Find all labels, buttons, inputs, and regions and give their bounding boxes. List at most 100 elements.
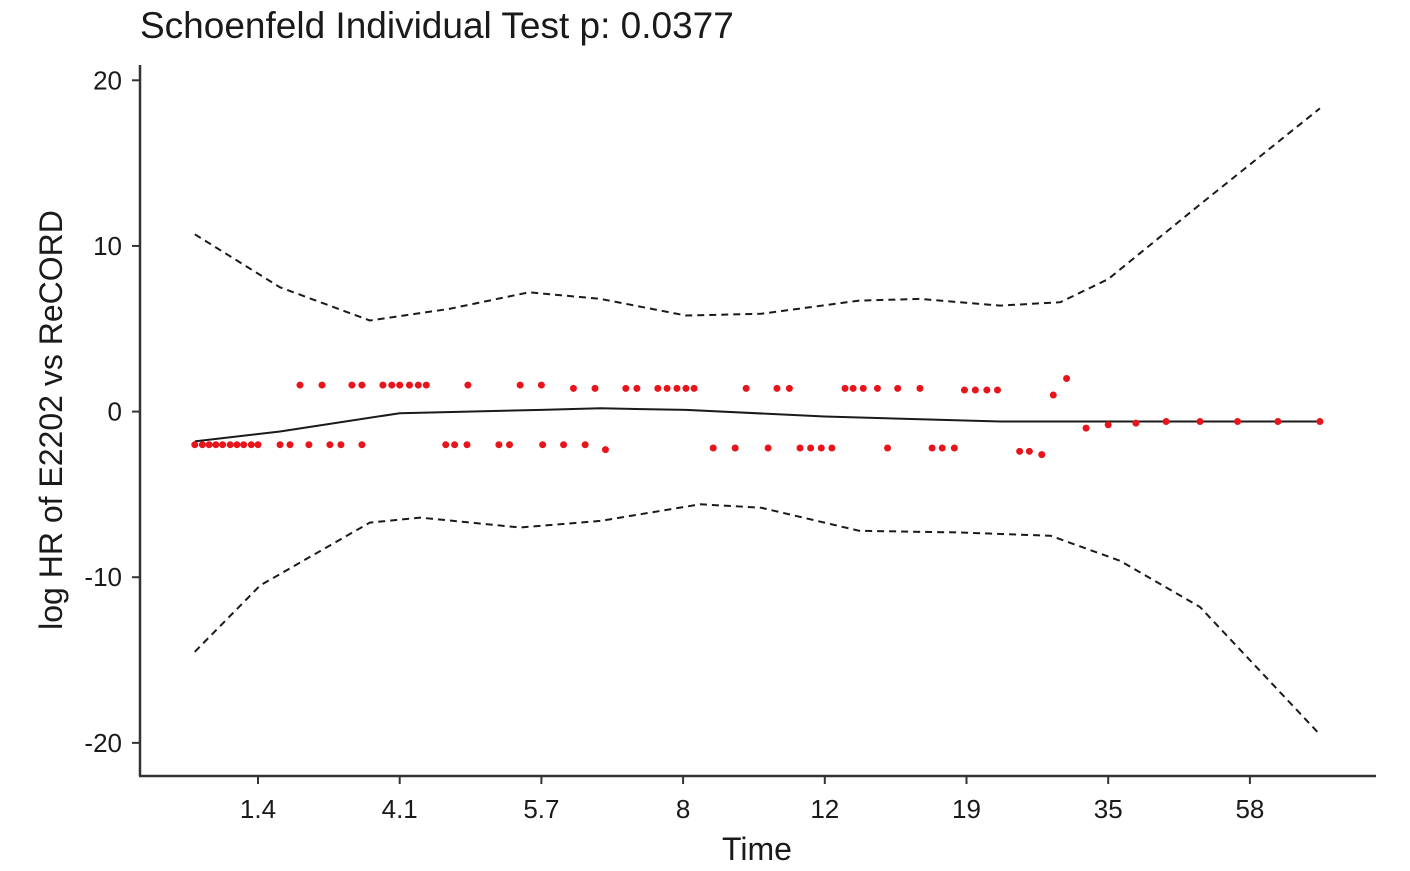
y-tick-label: 10: [93, 231, 122, 261]
residual-point: [873, 384, 881, 392]
confidence-band: [194, 503, 1321, 736]
residual-point: [1025, 447, 1033, 455]
fit-line: [194, 407, 1320, 443]
residual-point: [326, 441, 334, 449]
residual-point: [622, 384, 630, 392]
residual-point: [894, 384, 902, 392]
residual-point: [983, 386, 991, 394]
residual-point: [1316, 418, 1324, 426]
residual-point: [506, 441, 514, 449]
residual-point: [233, 441, 241, 449]
residual-point: [960, 386, 968, 394]
residual-point: [1038, 451, 1046, 459]
residual-point: [673, 384, 681, 392]
residual-point: [581, 441, 589, 449]
y-axis-label: log HR of E2202 vs ReCORD: [33, 210, 69, 630]
residual-point: [405, 381, 413, 389]
residual-point: [1132, 419, 1140, 427]
residual-point: [916, 384, 924, 392]
residual-point: [807, 444, 815, 452]
residual-point: [305, 441, 313, 449]
residual-point: [601, 446, 609, 454]
y-tick-label: 20: [93, 65, 122, 95]
y-tick-label: -20: [84, 728, 122, 758]
residual-point: [414, 381, 422, 389]
residual-point: [286, 441, 294, 449]
residual-point: [569, 384, 577, 392]
residual-point: [537, 381, 545, 389]
residual-point: [785, 384, 793, 392]
residual-point: [358, 381, 366, 389]
residual-point: [849, 384, 857, 392]
residual-point: [1104, 421, 1112, 429]
residual-point: [1196, 418, 1204, 426]
residual-point: [817, 444, 825, 452]
residual-point: [950, 444, 958, 452]
x-tick-label: 5.7: [523, 794, 559, 824]
residual-point: [841, 384, 849, 392]
residual-point: [379, 381, 387, 389]
residual-point: [773, 384, 781, 392]
residual-point: [539, 441, 547, 449]
residual-point: [198, 441, 206, 449]
residual-point: [276, 441, 284, 449]
residual-point: [396, 381, 404, 389]
residual-point: [318, 381, 326, 389]
residual-point: [884, 444, 892, 452]
residual-point: [442, 441, 450, 449]
residual-point: [742, 384, 750, 392]
residual-point: [682, 384, 690, 392]
residual-point: [1016, 447, 1024, 455]
residual-point: [388, 381, 396, 389]
residual-point: [464, 381, 472, 389]
residual-point: [591, 384, 599, 392]
x-tick-label: 8: [676, 794, 690, 824]
residual-point: [337, 441, 345, 449]
residual-point: [731, 444, 739, 452]
residual-point: [993, 386, 1001, 394]
residual-point: [654, 384, 662, 392]
x-tick-label: 35: [1094, 794, 1123, 824]
residual-point: [709, 444, 717, 452]
residual-point: [212, 441, 220, 449]
residual-point: [971, 386, 979, 394]
confidence-band: [194, 107, 1321, 322]
residual-point: [451, 441, 459, 449]
residual-point: [348, 381, 356, 389]
x-tick-label: 12: [810, 794, 839, 824]
residual-point: [690, 384, 698, 392]
residual-point: [205, 441, 213, 449]
residual-point: [1234, 418, 1242, 426]
residual-point: [663, 384, 671, 392]
residual-point: [191, 441, 199, 449]
residual-point: [254, 441, 262, 449]
residual-point: [1162, 418, 1170, 426]
residual-point: [219, 441, 227, 449]
residual-point: [560, 441, 568, 449]
residual-point: [828, 444, 836, 452]
residual-point: [516, 381, 524, 389]
x-tick-label: 58: [1235, 794, 1264, 824]
x-tick-label: 4.1: [382, 794, 418, 824]
residual-point: [764, 444, 772, 452]
residual-point: [247, 441, 255, 449]
residual-point: [1063, 374, 1071, 382]
residual-point: [859, 384, 867, 392]
y-tick-label: -10: [84, 562, 122, 592]
residual-point: [928, 444, 936, 452]
residual-point: [633, 384, 641, 392]
y-tick-label: 0: [108, 397, 122, 427]
residual-point: [296, 381, 304, 389]
residual-point: [358, 441, 366, 449]
x-tick-label: 19: [952, 794, 981, 824]
residual-point: [1049, 391, 1057, 399]
chart-title: Schoenfeld Individual Test p: 0.0377: [140, 5, 734, 46]
x-axis-label: Time: [722, 831, 792, 867]
residual-point: [495, 441, 503, 449]
residual-point: [1274, 418, 1282, 426]
residual-point: [1082, 424, 1090, 432]
residual-point: [422, 381, 430, 389]
residual-point: [240, 441, 248, 449]
x-tick-label: 1.4: [240, 794, 276, 824]
